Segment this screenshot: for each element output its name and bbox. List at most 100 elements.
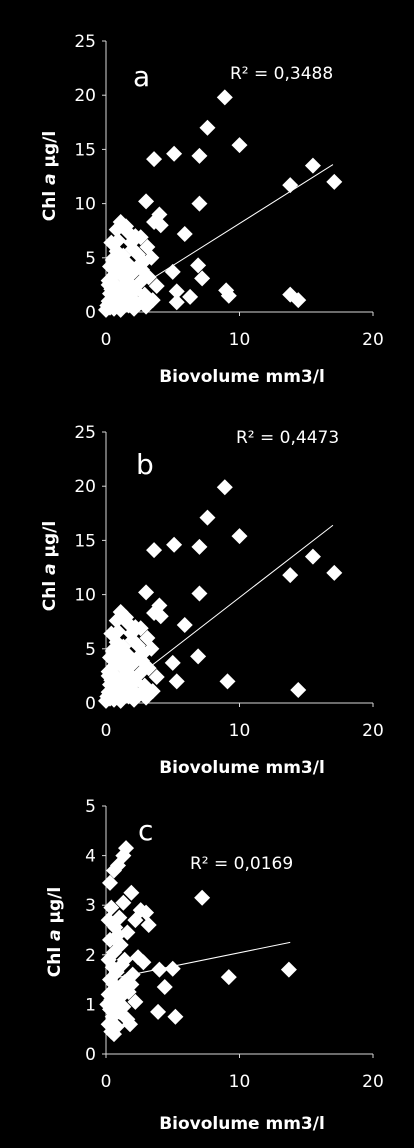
data-point-c (102, 874, 119, 891)
y-tick-label-a: 25 (74, 32, 96, 52)
y-tick-label-b: 5 (85, 640, 96, 660)
data-point-b (130, 637, 147, 654)
y-axis-label-c: Chl a µg/l (45, 887, 65, 977)
y-tick-label-c: 2 (85, 946, 96, 966)
y-axis-label-main-a: Chl (40, 185, 60, 221)
y-tick-label-b: 20 (74, 477, 96, 497)
data-point-c (104, 1008, 121, 1025)
y-tick-label-a: 20 (74, 86, 96, 106)
panel-label-b: b (136, 448, 154, 481)
data-point-b (164, 654, 181, 671)
data-point-b (216, 479, 233, 496)
data-point-a (191, 147, 208, 164)
y-axis-label-unit-c: µg/l (45, 887, 65, 930)
x-axis-label-c: Biovolume mm3/l (159, 1114, 325, 1134)
x-tick-label-a: 0 (101, 330, 112, 350)
y-axis-label-italic-b: a (40, 563, 60, 574)
data-point-a (134, 261, 151, 278)
data-point-a (190, 257, 207, 274)
data-point-b (120, 615, 137, 632)
x-axis-label-a: Biovolume mm3/l (159, 367, 325, 387)
data-point-b (190, 648, 207, 665)
data-point-c (110, 926, 127, 943)
y-tick-label-c: 1 (85, 995, 96, 1015)
data-point-b (98, 692, 114, 709)
data-point-a (326, 173, 343, 190)
data-point-a (191, 195, 208, 212)
data-point-a (168, 294, 185, 311)
data-point-c (106, 862, 123, 879)
data-point-a (111, 254, 128, 271)
data-point-c (220, 969, 237, 986)
data-point-a (146, 151, 163, 168)
tick-labels-c: 0 1 2 3 4 5 0 10 20 (85, 797, 384, 1092)
data-point-a (168, 283, 185, 300)
data-point-b (199, 509, 216, 526)
data-point-c (280, 961, 297, 978)
data-point-a (120, 224, 137, 241)
data-point-b (100, 667, 117, 684)
data-point-b (112, 692, 129, 709)
data-point-a (108, 221, 125, 238)
x-tick-label-b: 20 (362, 721, 384, 741)
data-point-a (182, 288, 199, 305)
y-tick-label-c: 4 (85, 847, 96, 867)
points-b (98, 479, 343, 709)
data-point-c (116, 951, 133, 968)
data-point-b (326, 564, 343, 581)
data-point-c (140, 917, 157, 934)
y-tick-label-b: 0 (85, 694, 96, 714)
data-point-c (100, 912, 117, 929)
x-tick-label-b: 0 (101, 721, 112, 741)
data-point-c (115, 894, 132, 911)
y-tick-label-b: 25 (74, 423, 96, 443)
data-point-b (118, 657, 135, 674)
panel-a: 0 5 10 15 20 25 0 10 20 a R² = 0,3488 Biovolume … (40, 32, 384, 387)
y-axis-label-main-b: Chl (40, 575, 60, 611)
data-point-b (191, 585, 208, 602)
y-tick-label-a: 15 (74, 140, 96, 160)
y-axis-label-main-c: Chl (45, 941, 65, 977)
y-axis-label-unit-a: µg/l (40, 131, 60, 174)
y-tick-label-a: 0 (85, 303, 96, 323)
data-point-b (138, 689, 155, 706)
data-point-a (164, 263, 181, 280)
data-point-b (304, 548, 321, 565)
r-squared-label-b: R² = 0,4473 (236, 428, 339, 448)
data-point-b (110, 623, 127, 640)
y-tick-label-c: 5 (85, 797, 96, 817)
data-point-c (103, 899, 120, 916)
data-point-a (148, 277, 165, 294)
data-point-a (126, 300, 143, 317)
data-point-a (220, 287, 237, 304)
data-point-a (194, 270, 211, 287)
data-point-b (290, 681, 307, 698)
data-point-b (134, 652, 151, 669)
tick-labels-b: 0 5 10 15 20 25 0 10 20 (74, 423, 383, 741)
data-point-c (150, 1003, 167, 1020)
x-tick-label-b: 10 (229, 721, 251, 741)
data-point-a (100, 276, 117, 293)
data-point-b (191, 538, 208, 555)
y-tick-label-c: 3 (85, 896, 96, 916)
y-axis-label-a: Chl a µg/l (40, 131, 60, 221)
data-point-c (156, 979, 173, 996)
data-point-c (138, 904, 155, 921)
y-tick-label-a: 10 (74, 195, 96, 215)
y-tick-label-c: 0 (85, 1045, 96, 1065)
x-tick-label-c: 20 (362, 1072, 384, 1092)
points-a (98, 89, 343, 318)
x-axis-label-b: Biovolume mm3/l (159, 758, 325, 778)
data-point-c (135, 954, 152, 971)
data-point-b (166, 536, 183, 553)
r-squared-label-a: R² = 0,3488 (230, 64, 333, 84)
data-point-a (98, 301, 114, 318)
data-point-c (194, 889, 211, 906)
data-point-b (146, 542, 163, 559)
data-point-a (112, 301, 129, 318)
data-point-a (290, 292, 307, 309)
data-point-a (231, 137, 248, 154)
data-point-b (146, 605, 163, 622)
data-point-c (99, 996, 116, 1013)
data-point-c (123, 884, 140, 901)
